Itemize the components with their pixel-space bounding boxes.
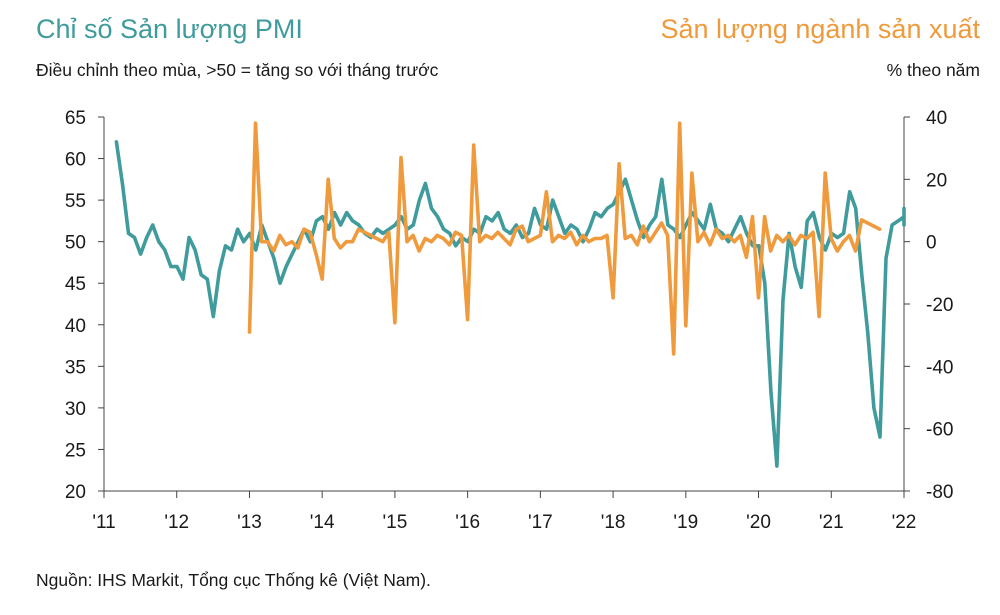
right-axis-subtitle: % theo năm [886,60,980,80]
right-tick-label: 0 [926,233,937,254]
x-tick-label: '20 [746,512,771,533]
left-tick-label: 65 [65,108,86,129]
chart-lines [114,121,906,468]
right-tick-label: -40 [926,357,953,378]
x-tick-label: '16 [455,512,480,533]
x-tick-label: '12 [164,512,189,533]
left-tick-label: 40 [65,316,86,337]
chart-title-left: Chỉ số Sản lượng PMI [36,14,303,44]
left-tick-label: 55 [65,191,86,212]
left-tick-label: 45 [65,274,86,295]
right-tick-label: -60 [926,420,953,441]
left-tick-label: 20 [65,482,86,503]
left-tick-label: 30 [65,399,86,420]
left-axis-subtitle: Điều chỉnh theo mùa, >50 = tăng so với t… [36,60,439,80]
pmi-series-line [114,140,906,468]
x-tick-label: '21 [819,512,844,533]
right-tick-label: -80 [926,482,953,503]
left-tick-label: 25 [65,440,86,461]
left-tick-label: 35 [65,357,86,378]
x-tick-label: '11 [92,512,115,533]
x-tick-label: '15 [383,512,408,533]
x-tick-label: '13 [237,512,262,533]
production-series-line [247,121,882,356]
source-note: Nguồn: IHS Markit, Tổng cục Thống kê (Vi… [36,570,431,590]
x-tick-label: '19 [673,512,698,533]
x-tick-label: '22 [892,512,917,533]
left-tick-label: 60 [65,150,86,171]
chart-axes: 20 25 30 35 40 45 50 55 60 65 -80 -60 -40 -20 0 20 40 '11… [65,108,954,533]
x-tick-label: '18 [601,512,626,533]
chart-title-right: Sản lượng ngành sản xuất [660,14,980,44]
x-tick-label: '14 [310,512,335,533]
right-tick-label: 20 [926,170,947,191]
right-tick-label: 40 [926,108,947,129]
right-tick-label: -20 [926,295,953,316]
left-tick-label: 50 [65,233,86,254]
x-tick-label: '17 [528,512,553,533]
